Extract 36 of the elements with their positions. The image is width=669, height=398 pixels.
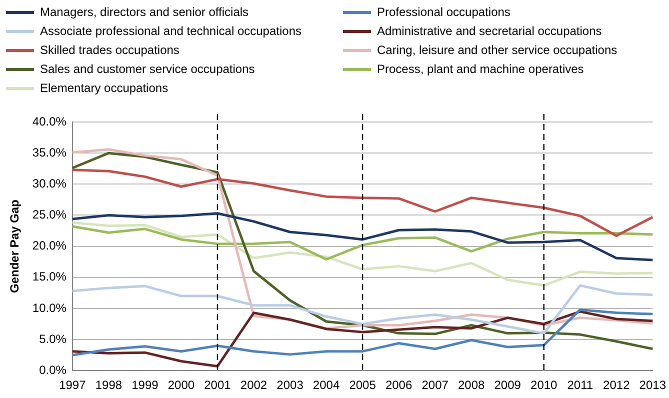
x-tick-label: 2001 (204, 378, 232, 392)
x-tick-label: 2006 (385, 378, 412, 392)
x-tick-label: 2007 (422, 378, 449, 392)
legend-label: Caring, leisure and other service occupations (377, 43, 618, 57)
y-tick-label: 10.0% (32, 300, 67, 315)
x-tick-label: 2003 (276, 378, 304, 392)
legend-label: Elementary occupations (40, 81, 168, 95)
y-axis-title: Gender Pay Gap (8, 200, 22, 293)
x-tick-label: 1999 (132, 378, 159, 392)
x-tick-label: 2010 (530, 378, 558, 392)
legend-label: Professional occupations (377, 5, 510, 19)
legend-label: Process, plant and machine operatives (377, 62, 584, 76)
legend-label: Sales and customer service occupations (40, 62, 255, 76)
x-tick-label: 2011 (567, 378, 594, 392)
y-tick-label: 35.0% (32, 145, 67, 160)
x-tick-label: 2013 (639, 378, 666, 392)
legend-label: Managers, directors and senior officials (40, 5, 249, 19)
y-tick-label: 25.0% (32, 208, 67, 222)
x-tick-label: 2012 (603, 378, 630, 392)
x-tick-label: 2005 (349, 378, 376, 392)
y-tick-label: 5.0% (39, 332, 67, 346)
legend-label: Associate professional and technical occupations (40, 24, 302, 38)
x-tick-label: 2009 (494, 378, 522, 392)
x-tick-label: 2008 (458, 378, 485, 392)
y-tick-label: 15.0% (32, 270, 67, 284)
x-tick-label: 1998 (95, 378, 122, 392)
y-tick-label: 20.0% (32, 238, 67, 253)
x-tick-label: 1997 (59, 378, 86, 392)
legend-label: Administrative and secretarial occupations (377, 24, 602, 38)
y-tick-label: 40.0% (32, 114, 67, 128)
x-tick-label: 2000 (168, 378, 195, 392)
x-tick-label: 2002 (240, 378, 268, 392)
x-tick-label: 2004 (312, 378, 340, 392)
y-tick-label: 0.0% (39, 362, 67, 377)
legend-label: Skilled trades occupations (40, 43, 180, 57)
y-tick-label: 30.0% (32, 176, 67, 190)
